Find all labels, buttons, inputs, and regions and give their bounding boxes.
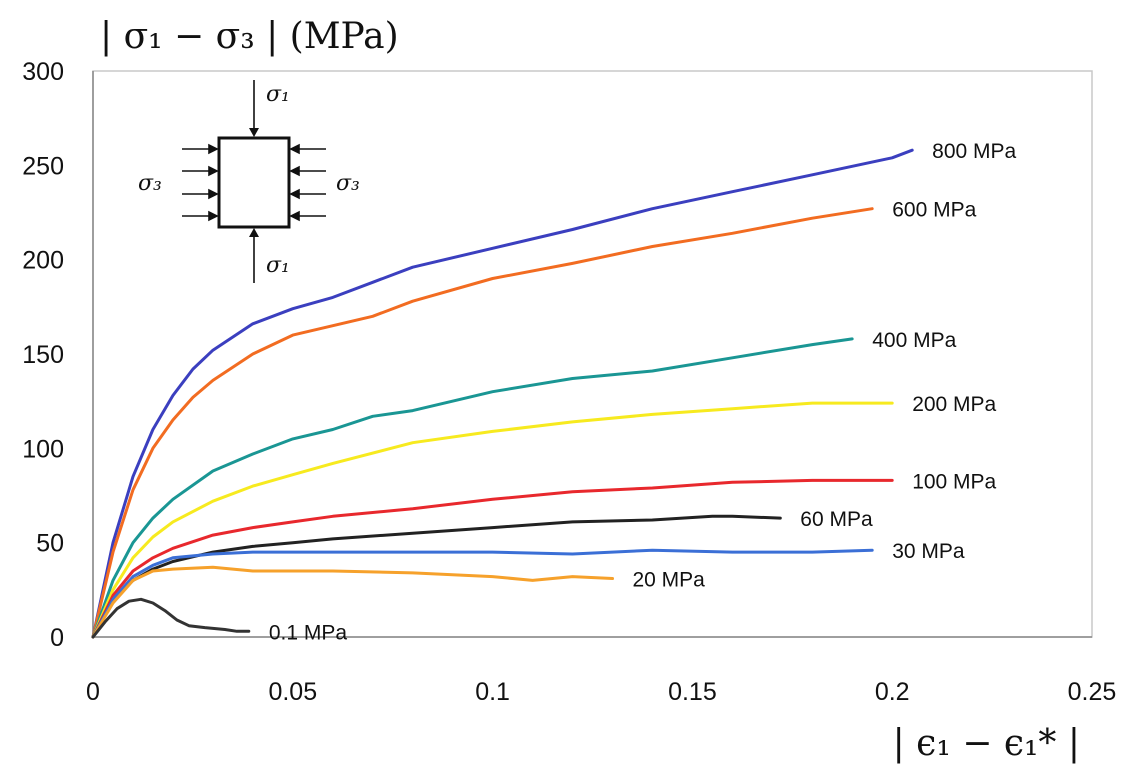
x-tick-label: 0.2: [875, 678, 910, 706]
bottom-arrow-head-icon: [249, 228, 259, 237]
y-axis-title: | σ₁ − σ₃ | (MPa): [100, 16, 399, 57]
series-label: 0.1 MPa: [269, 621, 348, 644]
x-tick-label: 0.05: [268, 678, 317, 706]
x-tick-label: 0.15: [668, 678, 717, 706]
series-label: 600 MPa: [892, 199, 976, 222]
stress-inset-diagram: σ₁ σ₃ σ₃ σ₁: [138, 80, 360, 283]
inset-label-top: σ₁: [266, 82, 290, 107]
series-line: [91, 548, 874, 639]
y-tick-label: 100: [22, 435, 64, 463]
series-line: [91, 597, 251, 639]
specimen-box: [217, 136, 291, 229]
series-line: [91, 337, 854, 639]
y-tick-label: 50: [36, 530, 64, 558]
series-labels: 800 MPa 600 MPa 400 MPa 200 MPa 100 MPa 60 MP…: [269, 140, 1017, 644]
x-axis-title: | ϵ₁ − ϵ₁* |: [893, 723, 1080, 764]
series-label: 20 MPa: [632, 569, 705, 592]
top-arrow-head-icon: [249, 128, 259, 137]
series-label: 60 MPa: [800, 508, 873, 531]
y-tick-label: 250: [22, 152, 64, 180]
series-label: 800 MPa: [932, 140, 1016, 163]
x-tick-labels: 0 0.05 0.1 0.15 0.2 0.25: [86, 678, 1116, 706]
y-tick-label: 0: [50, 624, 64, 652]
series-line: [91, 207, 874, 639]
y-tick-label: 200: [22, 247, 64, 275]
x-tick-label: 0.25: [1068, 678, 1117, 706]
series-line: [91, 565, 614, 639]
series-lines: [91, 148, 914, 639]
series-label: 400 MPa: [872, 329, 956, 352]
series-line: [91, 148, 914, 639]
inset-label-bottom: σ₁: [266, 253, 290, 278]
series-label: 30 MPa: [892, 540, 965, 563]
right-arrows-icon: [289, 143, 326, 222]
series-line: [91, 478, 894, 639]
inset-label-right: σ₃: [336, 171, 360, 196]
series-label: 200 MPa: [912, 393, 996, 416]
y-tick-label: 150: [22, 341, 64, 369]
series-label: 100 MPa: [912, 470, 996, 493]
x-tick-label: 0: [86, 678, 100, 706]
inset-label-left: σ₃: [138, 171, 162, 196]
y-tick-label: 300: [22, 58, 64, 86]
x-tick-label: 0.1: [475, 678, 510, 706]
series-line: [91, 401, 894, 639]
left-arrows-icon: [182, 143, 219, 222]
y-tick-labels: 0 50 100 150 200 250 300: [22, 58, 64, 652]
